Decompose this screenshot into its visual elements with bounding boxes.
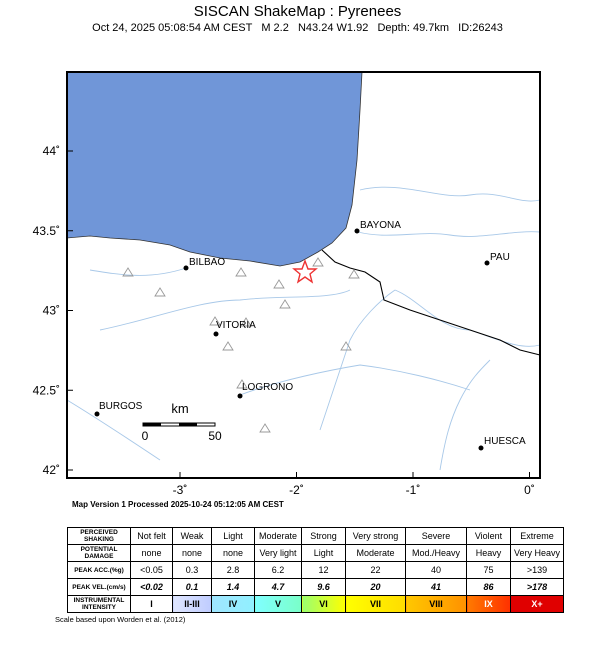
legend-cell: I [130, 595, 173, 613]
city-label: BILBAO [189, 257, 225, 268]
legend-cell: IX [466, 595, 511, 613]
city-dot [183, 265, 189, 271]
city-label: BAYONA [360, 220, 401, 231]
city-dot [484, 260, 490, 266]
legend-cell: Very strong [345, 527, 406, 545]
lon-tick-label: -3˚ [173, 483, 188, 497]
legend-row-header: PEAK VEL.(cm/s) [67, 578, 131, 596]
scale-start: 0 [142, 429, 149, 443]
legend-cell: <0.05 [130, 561, 173, 579]
legend-cell: Extreme [510, 527, 564, 545]
map-frame [66, 71, 541, 479]
legend-row-header: INSTRUMENTAL INTENSITY [67, 595, 131, 613]
footnote: Scale based upon Worden et al. (2012) [55, 615, 186, 624]
legend-cell: Severe [405, 527, 467, 545]
rivers [66, 186, 541, 471]
legend-cell: VII [345, 595, 406, 613]
scale-unit: km [171, 401, 188, 416]
lon-tick-label: -1˚ [406, 483, 421, 497]
border [321, 249, 541, 356]
lat-tick-label: 43˚ [43, 304, 60, 318]
city-dot [478, 445, 484, 451]
legend-cell: 2.8 [211, 561, 255, 579]
legend-cell: Mod./Heavy [405, 544, 467, 562]
lat-tick-label: 42.5˚ [33, 383, 60, 397]
ocean [66, 71, 363, 267]
legend-cell: 75 [466, 561, 511, 579]
lat-tick-label: 43.5˚ [33, 224, 60, 238]
epicenter [292, 259, 318, 284]
scale-end: 50 [208, 429, 222, 443]
legend-cell: 0.1 [172, 578, 212, 596]
lat-tick-label: 42˚ [43, 463, 60, 477]
legend-cell: >178 [510, 578, 564, 596]
stations [122, 257, 360, 433]
legend-cell: Light [301, 544, 346, 562]
legend-cell: Very light [254, 544, 302, 562]
legend-cell: none [172, 544, 212, 562]
legend-table: PERCEIVED SHAKING Not felt Weak Light Modera… [67, 527, 564, 613]
legend-cell: Heavy [466, 544, 511, 562]
city-dot [237, 393, 243, 399]
legend-row-header: PERCEIVED SHAKING [67, 527, 131, 545]
legend-cell: Violent [466, 527, 511, 545]
legend-cell: X+ [510, 595, 564, 613]
legend-cell: Strong [301, 527, 346, 545]
city-label: HUESCA [484, 436, 526, 447]
legend-cell: 0.3 [172, 561, 212, 579]
city-label: BURGOS [99, 401, 143, 412]
legend-cell: 41 [405, 578, 467, 596]
scale-bar: km 0 50 [142, 401, 222, 443]
legend-cell: Weak [172, 527, 212, 545]
subtitle: Oct 24, 2025 05:08:54 AM CEST M 2.2 N43.… [92, 22, 503, 34]
legend-cell: Moderate [345, 544, 406, 562]
legend-cell: II-III [172, 595, 212, 613]
legend-cell: Very Heavy [510, 544, 564, 562]
legend-cell: 86 [466, 578, 511, 596]
city-label: LOGRONO [242, 382, 293, 393]
legend-cell: none [211, 544, 255, 562]
city-dot [94, 411, 100, 417]
legend-cell: none [130, 544, 173, 562]
map: km 0 50 44˚ 43.5˚ 43˚ 42.5˚ 42˚ -3˚ -2˚ -1˚ 0˚ BA… [33, 71, 541, 497]
city-label: PAU [490, 252, 510, 263]
city-dot [354, 228, 360, 234]
legend-cell: 22 [345, 561, 406, 579]
legend-cell: 12 [301, 561, 346, 579]
legend-cell: IV [211, 595, 255, 613]
legend-cell: V [254, 595, 302, 613]
legend-cell: Light [211, 527, 255, 545]
legend-cell: 4.7 [254, 578, 302, 596]
lon-tick-label: 0˚ [524, 483, 535, 497]
legend-cell: VIII [405, 595, 467, 613]
legend-cell: 1.4 [211, 578, 255, 596]
legend-row-header: POTENTIAL DAMAGE [67, 544, 131, 562]
title: SISCAN ShakeMap : Pyrenees [193, 3, 402, 20]
legend-cell: 9.6 [301, 578, 346, 596]
legend-cell: >139 [510, 561, 564, 579]
legend-cell: <0.02 [130, 578, 173, 596]
legend-row-header: PEAK ACC.(%g) [67, 561, 131, 579]
legend-cell: 20 [345, 578, 406, 596]
legend-cell: VI [301, 595, 346, 613]
legend-cell: 6.2 [254, 561, 302, 579]
map-caption: Map Version 1 Processed 2025-10-24 05:12… [72, 500, 284, 509]
lon-tick-label: -2˚ [289, 483, 304, 497]
lat-tick-label: 44˚ [43, 144, 60, 158]
legend-cell: Moderate [254, 527, 302, 545]
city-label: VITORIA [216, 320, 256, 331]
legend-cell: Not felt [130, 527, 173, 545]
city-dot [213, 331, 219, 337]
legend-cell: 40 [405, 561, 467, 579]
